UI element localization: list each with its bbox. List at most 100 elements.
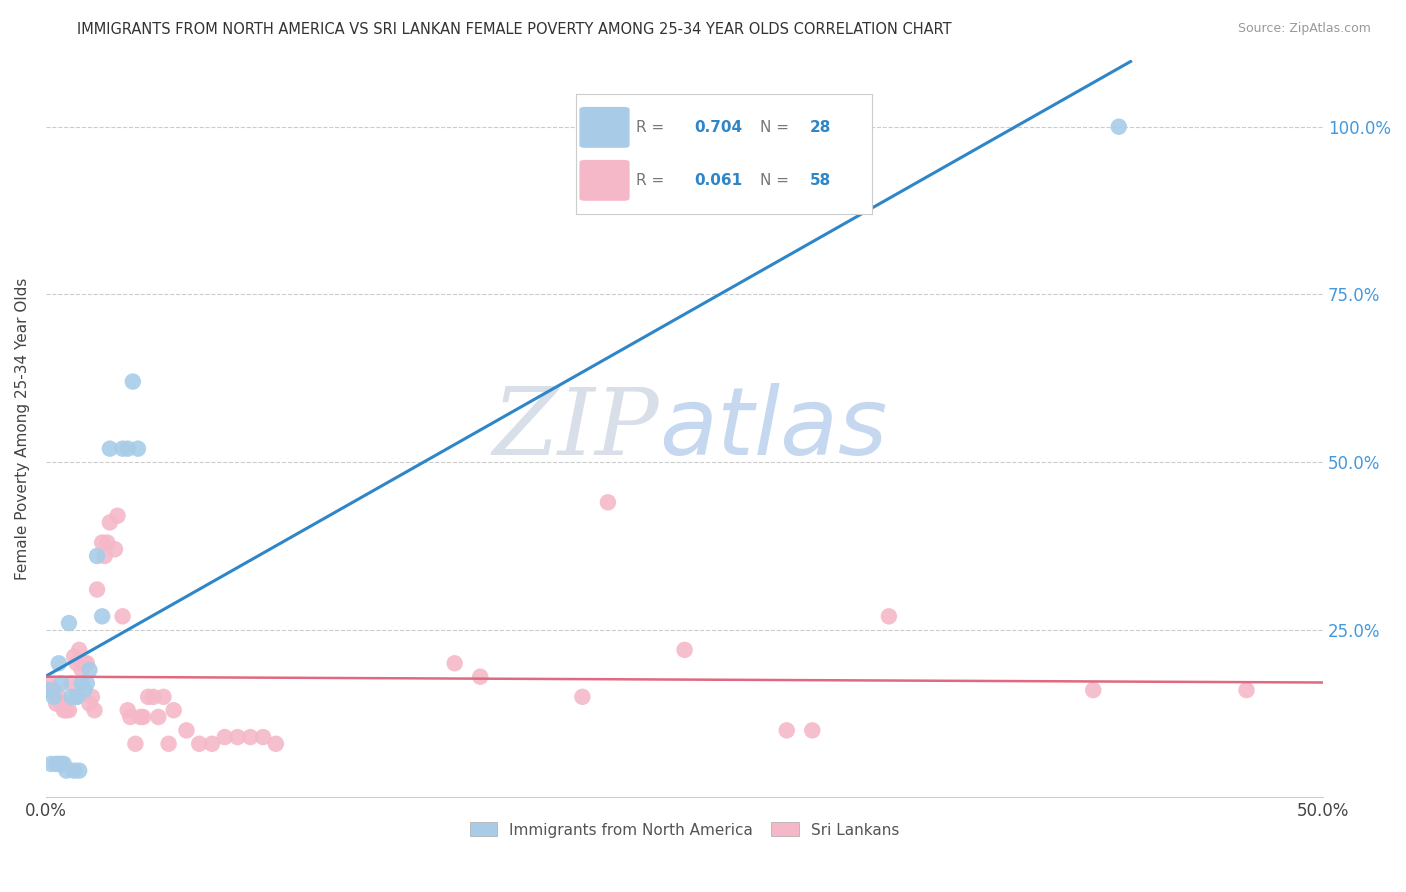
- Point: [443, 657, 465, 671]
- Point: [142, 690, 165, 704]
- Point: [42, 683, 65, 698]
- Point: [51, 697, 73, 711]
- Point: [73, 657, 96, 671]
- Point: [801, 723, 824, 738]
- Point: [63, 764, 86, 778]
- Point: [48, 657, 70, 671]
- Point: [48, 756, 70, 771]
- Point: [51, 676, 73, 690]
- Text: N =: N =: [759, 173, 793, 188]
- Point: [776, 723, 799, 738]
- Point: [127, 442, 149, 456]
- Point: [42, 690, 65, 704]
- Point: [70, 676, 93, 690]
- Point: [58, 615, 80, 630]
- Point: [86, 549, 108, 563]
- Point: [76, 676, 98, 690]
- Point: [79, 697, 101, 711]
- Text: atlas: atlas: [659, 383, 887, 474]
- Point: [51, 756, 73, 771]
- Point: [104, 542, 127, 557]
- Point: [52, 703, 75, 717]
- Point: [1108, 120, 1130, 134]
- Point: [91, 535, 114, 549]
- Point: [73, 683, 96, 698]
- Point: [48, 690, 70, 704]
- Point: [45, 697, 67, 711]
- Point: [91, 609, 114, 624]
- Point: [39, 683, 62, 698]
- Point: [877, 609, 900, 624]
- Point: [38, 683, 60, 698]
- Point: [45, 756, 67, 771]
- Point: [38, 676, 60, 690]
- Point: [201, 737, 224, 751]
- Point: [129, 710, 152, 724]
- Point: [163, 703, 186, 717]
- Point: [157, 737, 180, 751]
- Point: [98, 442, 121, 456]
- Point: [60, 690, 83, 704]
- Point: [121, 375, 143, 389]
- Point: [55, 764, 77, 778]
- Point: [96, 535, 118, 549]
- Point: [596, 495, 619, 509]
- Text: Source: ZipAtlas.com: Source: ZipAtlas.com: [1237, 22, 1371, 36]
- Point: [65, 690, 87, 704]
- Point: [132, 710, 155, 724]
- Legend: Immigrants from North America, Sri Lankans: Immigrants from North America, Sri Lanka…: [463, 814, 907, 845]
- Text: IMMIGRANTS FROM NORTH AMERICA VS SRI LANKAN FEMALE POVERTY AMONG 25-34 YEAR OLDS: IMMIGRANTS FROM NORTH AMERICA VS SRI LAN…: [77, 22, 952, 37]
- Point: [107, 508, 129, 523]
- Point: [571, 690, 593, 704]
- Text: R =: R =: [636, 173, 669, 188]
- Point: [1236, 683, 1258, 698]
- Point: [176, 723, 198, 738]
- Point: [117, 442, 139, 456]
- Point: [124, 737, 146, 751]
- Point: [252, 730, 274, 744]
- Point: [264, 737, 287, 751]
- FancyBboxPatch shape: [579, 160, 630, 201]
- Point: [63, 649, 86, 664]
- Point: [673, 643, 696, 657]
- Y-axis label: Female Poverty Among 25-34 Year Olds: Female Poverty Among 25-34 Year Olds: [15, 277, 30, 580]
- Point: [38, 683, 60, 698]
- Point: [239, 730, 262, 744]
- Point: [67, 764, 90, 778]
- Point: [120, 710, 142, 724]
- Text: 58: 58: [810, 173, 831, 188]
- Point: [1083, 683, 1105, 698]
- Point: [42, 683, 65, 698]
- Point: [65, 690, 87, 704]
- Text: R =: R =: [636, 120, 669, 135]
- Point: [83, 703, 105, 717]
- Point: [188, 737, 211, 751]
- FancyBboxPatch shape: [579, 107, 630, 148]
- Point: [79, 663, 101, 677]
- Text: N =: N =: [759, 120, 793, 135]
- Text: ZIP: ZIP: [492, 384, 659, 474]
- Point: [67, 643, 90, 657]
- Point: [226, 730, 249, 744]
- Point: [86, 582, 108, 597]
- Point: [55, 703, 77, 717]
- Point: [80, 690, 103, 704]
- Text: 0.061: 0.061: [695, 173, 742, 188]
- Point: [117, 703, 139, 717]
- Point: [136, 690, 159, 704]
- Point: [76, 657, 98, 671]
- Point: [70, 663, 93, 677]
- Text: 28: 28: [810, 120, 831, 135]
- Point: [111, 609, 134, 624]
- Point: [148, 710, 170, 724]
- Point: [98, 516, 121, 530]
- Point: [93, 549, 115, 563]
- Point: [214, 730, 236, 744]
- Point: [58, 703, 80, 717]
- Point: [111, 442, 134, 456]
- Point: [470, 670, 492, 684]
- Point: [52, 756, 75, 771]
- Point: [152, 690, 174, 704]
- Text: 0.704: 0.704: [695, 120, 742, 135]
- Point: [60, 676, 83, 690]
